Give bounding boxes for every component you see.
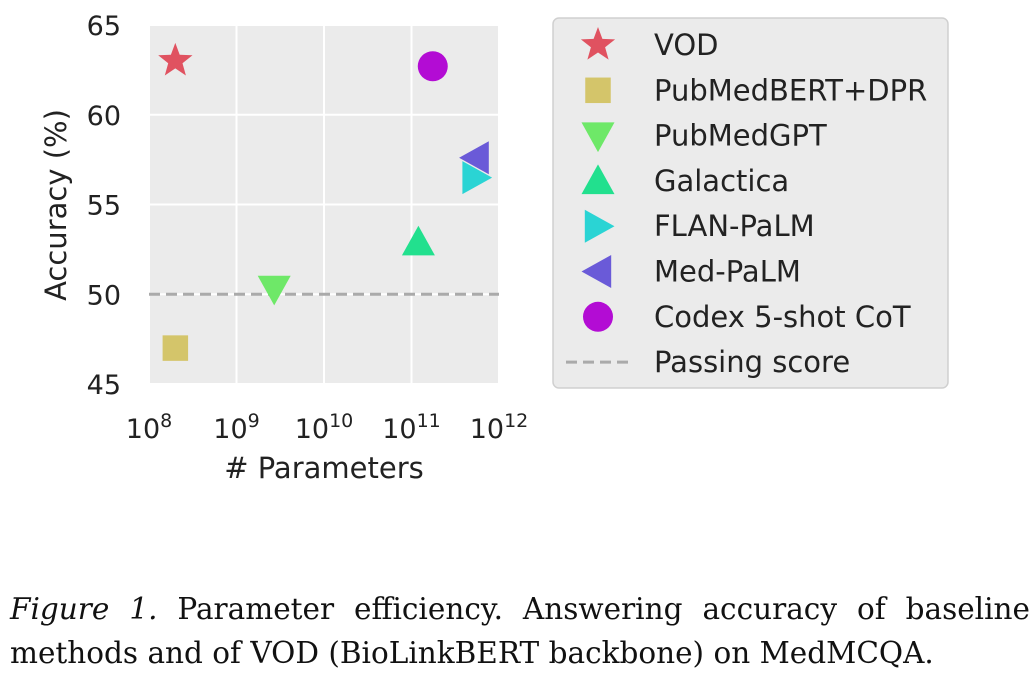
x-tick-label: 109 (213, 410, 259, 445)
data-point-galactica (401, 225, 435, 256)
legend-label-passing-score: Passing score (654, 345, 850, 379)
x-tick-label: 1011 (382, 410, 441, 445)
legend-label-pubmedbert-dpr: PubMedBERT+DPR (654, 73, 927, 107)
y-tick-labels: 45 50 55 60 65 (87, 11, 121, 401)
legend-marker-codex-5-shot-cot (583, 301, 613, 332)
legend: VOD PubMedBERT+DPR PubMedGPT Galactica FLAN-… (552, 17, 949, 389)
data-point-med-palm (459, 141, 489, 175)
legend-marker-flan-palm (584, 209, 615, 243)
y-tick-label: 65 (87, 11, 121, 42)
legend-label-flan-palm: FLAN-PaLM (654, 209, 815, 243)
x-tick-label: 1010 (295, 410, 354, 445)
y-tick-label: 50 (87, 280, 121, 311)
y-axis-title: Accuracy (%) (39, 109, 73, 301)
legend-label-vod: VOD (654, 28, 719, 62)
data-point-flan-palm (462, 161, 493, 195)
legend-label-codex-5-shot-cot: Codex 5-shot CoT (654, 300, 911, 334)
legend-marker-pubmedbert-dpr (585, 77, 611, 104)
legend-marker-vod (580, 27, 616, 60)
legend-marker-med-palm (581, 255, 612, 288)
data-points (158, 42, 493, 361)
data-point-vod (158, 42, 193, 76)
x-tick-labels: 108 109 1010 1011 1012 (126, 410, 529, 445)
x-axis-title: # Parameters (224, 451, 424, 485)
legend-box (552, 17, 949, 389)
y-tick-label: 45 (87, 370, 121, 401)
data-point-pubmedgpt (257, 275, 291, 306)
y-tick-label: 55 (87, 191, 121, 222)
legend-marker-pubmedgpt (581, 122, 615, 153)
caption-text: Parameter efficiency. Answering accuracy… (10, 592, 1030, 670)
data-point-pubmedbert-dpr (162, 335, 189, 361)
x-tick-label: 1012 (470, 410, 529, 445)
y-tick-label: 60 (87, 101, 121, 132)
legend-label-med-palm: Med-PaLM (654, 255, 801, 289)
legend-label-galactica: Galactica (654, 164, 789, 198)
figure-label: Figure 1. (10, 592, 158, 626)
figure-caption: Figure 1. Parameter efficiency. Answerin… (10, 587, 1030, 675)
chart: 45 50 55 60 65 108 109 1010 1011 1012 # Paramete… (39, 11, 949, 485)
legend-label-pubmedgpt: PubMedGPT (654, 119, 827, 153)
x-tick-label: 108 (126, 410, 172, 445)
legend-marker-galactica (581, 164, 615, 195)
data-point-codex-5-shot-cot (417, 51, 448, 82)
